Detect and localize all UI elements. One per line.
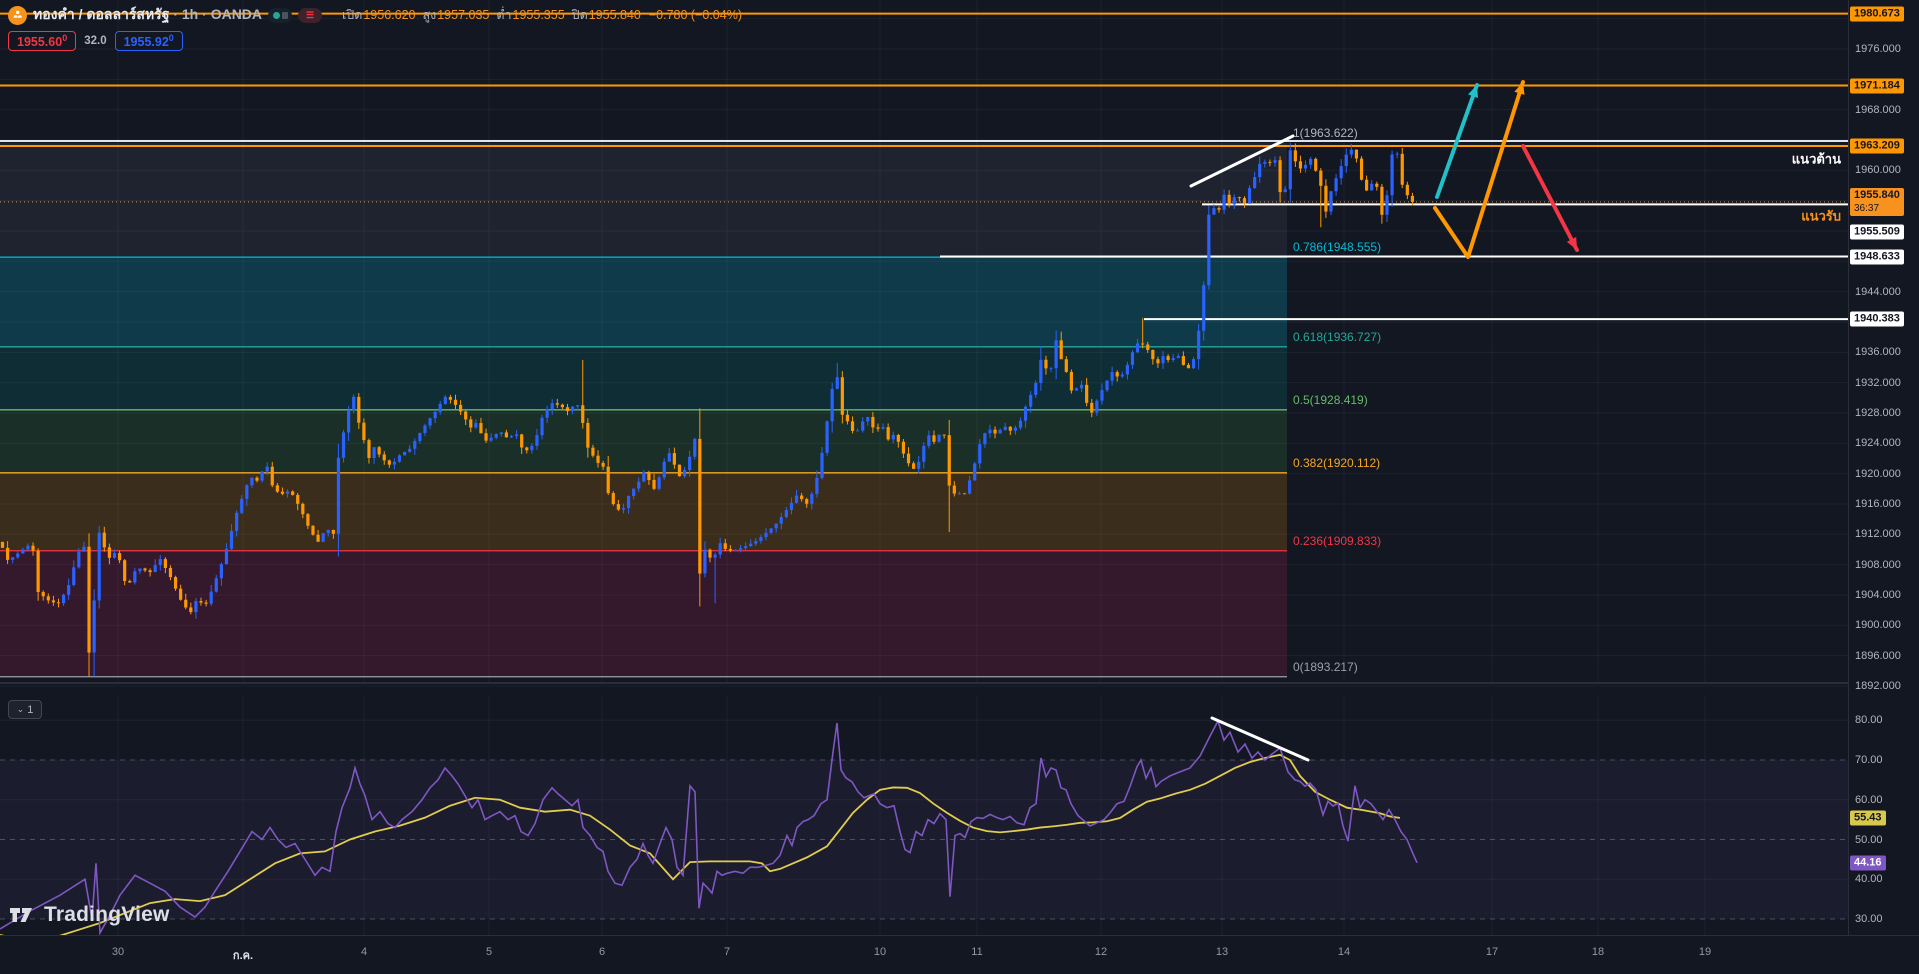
price-axis[interactable]: 1976.000 1968.000 1960.000 1944.000 1936.000… [1848,0,1919,935]
rsi-axis-label: 70.00 [1855,754,1883,766]
indicator-collapse-button[interactable]: ⌄ 1 [8,700,42,719]
arrow-drawing[interactable] [1433,80,1525,259]
visibility-toggle-icon[interactable] [268,7,293,23]
fib-retracement[interactable] [0,142,1287,678]
rsi-ma-line [0,753,1401,935]
price-badge: 1955.840 36:37 [1850,187,1904,216]
time-axis-label: 17 [1485,946,1499,958]
rsi-axis-label: 60.00 [1855,793,1883,806]
spread-value: 32.0 [84,35,107,48]
time-axis[interactable]: 30 ก.ค. 4 5 6 7 10 11 12 13 14 17 18 19 [0,935,1919,974]
exchange-label: OANDA [210,6,263,22]
sell-button[interactable]: 1955.600 [8,31,77,52]
chart-legend: ทองคำ / ดอลลาร์สหรัฐ · 1h · OANDA ☰ เปิด… [8,4,742,52]
time-axis-label: 7 [723,946,731,958]
line-title-label: แนวรับ [1801,208,1841,224]
trendline[interactable] [1210,716,1310,762]
price-axis-label: 1904.000 [1855,588,1901,601]
rsi-value-badge: 55.43 [1850,810,1886,826]
tradingview-glyph-icon [10,908,32,922]
price-axis-label: 1928.000 [1855,406,1901,419]
rsi-indicator[interactable] [0,718,1848,935]
horizontal-lines[interactable] [0,12,1848,321]
buy-button[interactable]: 1955.920 [114,31,183,52]
time-axis-label: 12 [1094,946,1108,958]
price-axis-label: 1936.000 [1855,346,1901,359]
gold-symbol-icon [8,5,27,25]
price-axis-label: 1968.000 [1855,103,1901,116]
fib-level-label: 0(1893.217) [1293,659,1358,674]
price-axis-label: 1944.000 [1855,285,1901,298]
price-axis-label: 1900.000 [1855,619,1901,632]
rsi-axis-label: 40.00 [1855,873,1883,886]
price-axis-label: 1896.000 [1855,649,1901,662]
fib-level-label: 0.786(1948.555) [1293,240,1382,255]
bar-countdown: 36:37 [1854,202,1880,214]
rsi-axis-label: 80.00 [1855,714,1883,727]
rsi-value-badge: 44.16 [1850,855,1886,871]
fib-level-label: 0.236(1909.833) [1293,533,1382,548]
price-badge: 1940.383 [1850,311,1904,327]
time-axis-label: 19 [1698,946,1712,958]
fib-level-label: 0.618(1936.727) [1293,329,1382,344]
time-axis-label: 10 [873,946,887,958]
time-axis-label: 13 [1215,946,1229,958]
rsi-axis-label: 30.00 [1855,913,1883,925]
arrow-drawing[interactable] [1435,83,1479,199]
fib-level-label: 0.382(1920.112) [1293,455,1381,470]
price-axis-label: 1932.000 [1855,376,1901,389]
price-axis-label: 1912.000 [1855,528,1901,541]
symbol-title[interactable]: ทองคำ / ดอลลาร์สหรัฐ · 1h · OANDA [33,6,263,22]
change-readout: −0.780 (−0.04%) [648,8,742,22]
price-badge: 1948.633 [1850,249,1904,265]
rsi-line [0,718,1418,935]
price-axis-label: 1892.000 [1855,679,1901,692]
ohlc-readout: เปิด1956.620 สูง1957.035 ต่ำ1955.355 ปิด… [342,8,742,22]
fib-level-label: 0.5(1928.419) [1293,392,1368,407]
price-badge: 1955.509 [1850,224,1904,240]
tradingview-logo[interactable]: TradingView [10,903,170,927]
price-axis-label: 1960.000 [1855,164,1901,177]
time-axis-label: 11 [971,946,983,958]
arrow-drawing[interactable] [1521,144,1579,252]
time-axis-label: ก.ค. [232,950,254,962]
price-axis-label: 1976.000 [1855,43,1901,55]
price-badge: 1980.673 [1850,6,1904,22]
interval-button[interactable]: 1h [181,6,199,22]
price-axis-label: 1924.000 [1855,437,1901,450]
chart-canvas[interactable] [0,0,1848,935]
candlestick-series [0,142,1415,677]
price-badge: 1971.184 [1850,78,1904,94]
time-axis-label: 4 [360,946,368,958]
time-axis-label: 6 [598,946,606,958]
time-axis-label: 18 [1591,946,1605,958]
price-axis-label: 1908.000 [1855,558,1901,571]
chevron-down-icon: ⌄ [16,704,25,714]
line-title-label: แนวต้าน [1791,151,1841,167]
flag-menu-icon[interactable]: ☰ [298,7,323,23]
time-axis-label: 14 [1337,946,1351,958]
time-axis-label: 5 [485,946,493,958]
trendline[interactable] [1189,134,1295,188]
time-axis-label: 30 [111,946,125,958]
fib-level-label: 1(1963.622) [1293,125,1358,140]
price-badge: 1963.209 [1850,138,1904,154]
price-axis-label: 1920.000 [1855,467,1901,480]
gridlines [0,0,1848,935]
rsi-axis-label: 50.00 [1855,833,1883,846]
price-axis-label: 1916.000 [1855,497,1901,510]
